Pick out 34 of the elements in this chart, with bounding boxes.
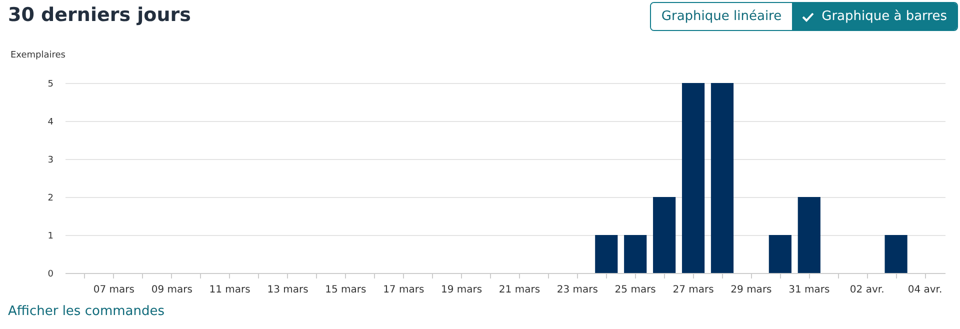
x-tick-label: 17 mars	[383, 284, 424, 296]
bar	[624, 235, 647, 273]
y-tick-label: 5	[48, 80, 54, 90]
bar	[682, 83, 705, 273]
x-tick-label: 13 mars	[267, 284, 308, 296]
x-tick-label: 07 mars	[93, 284, 134, 296]
x-tick-label: 15 mars	[325, 284, 366, 296]
y-tick-label: 2	[48, 194, 54, 204]
y-tick-label: 1	[48, 232, 54, 242]
x-tick-label: 04 avr.	[908, 284, 942, 296]
bar	[798, 197, 820, 273]
bar	[768, 235, 792, 273]
y-tick-label: 0	[48, 270, 54, 280]
text: Graphique à barres	[822, 9, 947, 24]
chart-title: 30 derniers jours	[8, 4, 191, 26]
text: Graphique linéaire	[651, 3, 792, 30]
x-tick-label: 02 avr.	[850, 284, 884, 296]
x-tick-label: 11 mars	[209, 284, 250, 296]
bar	[595, 235, 618, 273]
bar	[653, 197, 676, 273]
x-tick-label: 19 mars	[441, 284, 482, 296]
x-tick-label: 25 mars	[614, 284, 656, 296]
y-tick-label: 3	[48, 156, 54, 166]
x-tick-label: 21 mars	[498, 284, 540, 296]
x-tick-label: 27 mars	[672, 284, 714, 296]
x-tick-label: 29 mars	[730, 284, 772, 296]
bar	[884, 235, 908, 273]
x-tick-label: 09 mars	[151, 284, 192, 296]
y-tick-label: 4	[48, 118, 54, 128]
bar	[710, 83, 734, 273]
text: Afficher les commandes	[8, 304, 164, 319]
y-axis-title: Exemplaires	[10, 50, 66, 60]
x-tick-label: 23 mars	[556, 284, 598, 296]
x-tick-label: 31 mars	[788, 284, 830, 296]
